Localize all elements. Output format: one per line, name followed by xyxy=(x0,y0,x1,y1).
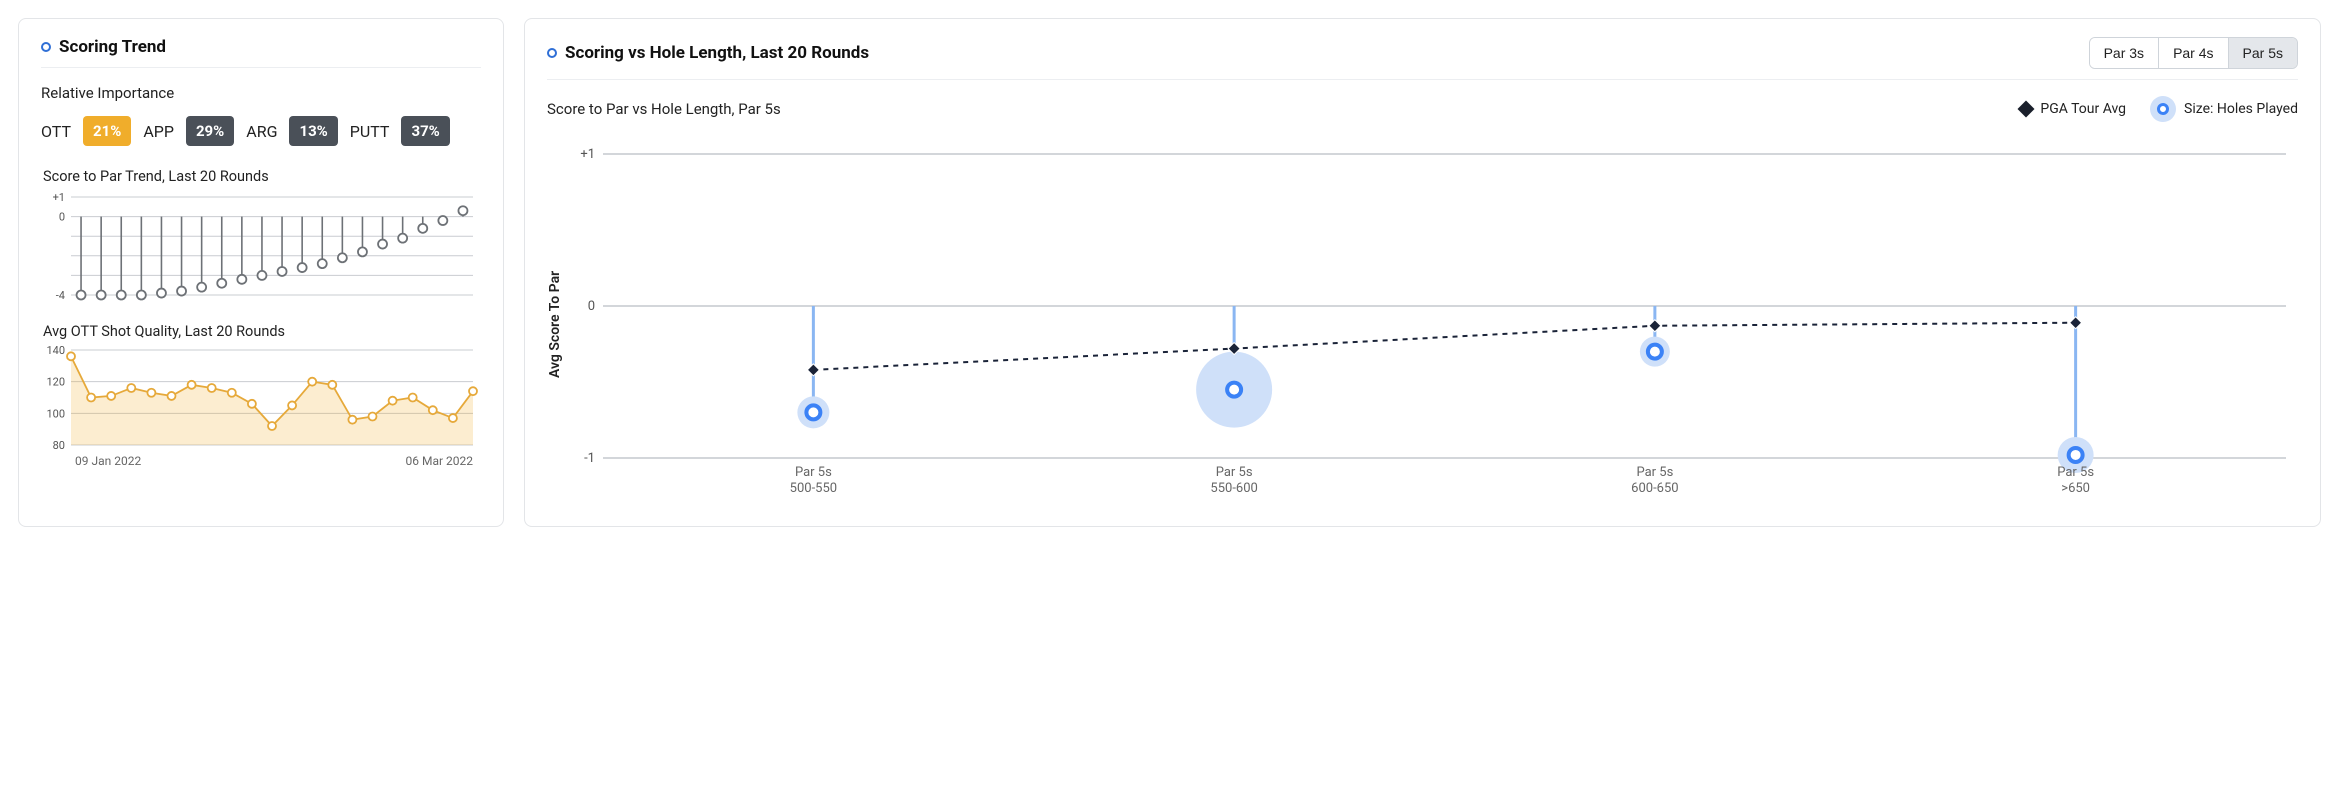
importance-label: ARG xyxy=(246,122,277,141)
importance-label: OTT xyxy=(41,122,71,141)
legend-pga-label: PGA Tour Avg xyxy=(2040,101,2126,117)
bubble-icon xyxy=(2150,96,2176,122)
svg-text:Par 5s: Par 5s xyxy=(795,465,832,480)
divider xyxy=(41,67,481,68)
par-tab-group: Par 3sPar 4sPar 5s xyxy=(2089,37,2298,69)
svg-text:+1: +1 xyxy=(580,147,595,162)
ott-chart-title: Avg OTT Shot Quality, Last 20 Rounds xyxy=(43,323,481,340)
trend-chart-title: Score to Par Trend, Last 20 Rounds xyxy=(43,168,481,185)
divider xyxy=(547,79,2298,80)
importance-heading: Relative Importance xyxy=(41,84,481,102)
svg-text:+1: +1 xyxy=(53,191,65,204)
tab-par-3s[interactable]: Par 3s xyxy=(2090,38,2158,68)
importance-badge: 13% xyxy=(289,116,337,146)
y-axis-label: Avg Score To Par xyxy=(547,144,563,504)
chart-subtitle: Score to Par vs Hole Length, Par 5s xyxy=(547,100,781,118)
legend-pga: PGA Tour Avg xyxy=(2020,101,2126,117)
card-title-text: Scoring vs Hole Length, Last 20 Rounds xyxy=(565,43,869,63)
tab-par-4s[interactable]: Par 4s xyxy=(2158,38,2227,68)
scoring-vs-length-card: Scoring vs Hole Length, Last 20 Rounds P… xyxy=(524,18,2321,527)
svg-text:600-650: 600-650 xyxy=(1631,481,1678,496)
svg-text:100: 100 xyxy=(46,407,65,420)
svg-text:Par 5s: Par 5s xyxy=(1636,465,1673,480)
bullet-icon xyxy=(547,48,557,58)
svg-text:06 Mar 2022: 06 Mar 2022 xyxy=(406,454,474,468)
hole-length-chart: +10-1Par 5s500-550Par 5s550-600Par 5s600… xyxy=(563,144,2298,504)
diamond-icon xyxy=(2018,101,2035,118)
svg-text:>650: >650 xyxy=(2061,481,2090,496)
bullet-icon xyxy=(41,42,51,52)
importance-label: APP xyxy=(143,122,174,141)
importance-badge: 37% xyxy=(401,116,449,146)
svg-text:80: 80 xyxy=(53,439,65,452)
svg-text:550-600: 550-600 xyxy=(1210,481,1257,496)
svg-text:140: 140 xyxy=(46,346,65,357)
ott-chart: 80 100 120 140 09 Jan 2022 06 Mar 2022 xyxy=(41,346,481,471)
card-title-text: Scoring Trend xyxy=(59,37,166,57)
svg-text:0: 0 xyxy=(588,299,595,314)
importance-label: PUTT xyxy=(350,122,390,141)
scoring-trend-card: Scoring Trend Relative Importance OTT 21%… xyxy=(18,18,504,527)
svg-text:-4: -4 xyxy=(56,289,65,301)
legend: PGA Tour Avg Size: Holes Played xyxy=(2020,96,2298,122)
svg-text:-1: -1 xyxy=(584,451,595,466)
importance-badge: 29% xyxy=(186,116,234,146)
card-title: Scoring vs Hole Length, Last 20 Rounds xyxy=(547,43,869,63)
importance-row: OTT 21% APP 29% ARG 13% PUTT 37% xyxy=(41,116,481,146)
svg-text:Par 5s: Par 5s xyxy=(1216,465,1253,480)
card-title: Scoring Trend xyxy=(41,37,166,57)
legend-size-label: Size: Holes Played xyxy=(2184,101,2298,117)
legend-size: Size: Holes Played xyxy=(2150,96,2298,122)
svg-text:Par 5s: Par 5s xyxy=(2057,465,2094,480)
importance-badge: 21% xyxy=(83,116,131,146)
svg-text:09 Jan 2022: 09 Jan 2022 xyxy=(75,454,141,468)
tab-par-5s[interactable]: Par 5s xyxy=(2228,38,2297,68)
svg-text:120: 120 xyxy=(46,376,65,389)
svg-text:500-550: 500-550 xyxy=(790,481,837,496)
svg-text:0: 0 xyxy=(59,211,65,224)
trend-chart: +1 0 -4 xyxy=(41,191,481,301)
